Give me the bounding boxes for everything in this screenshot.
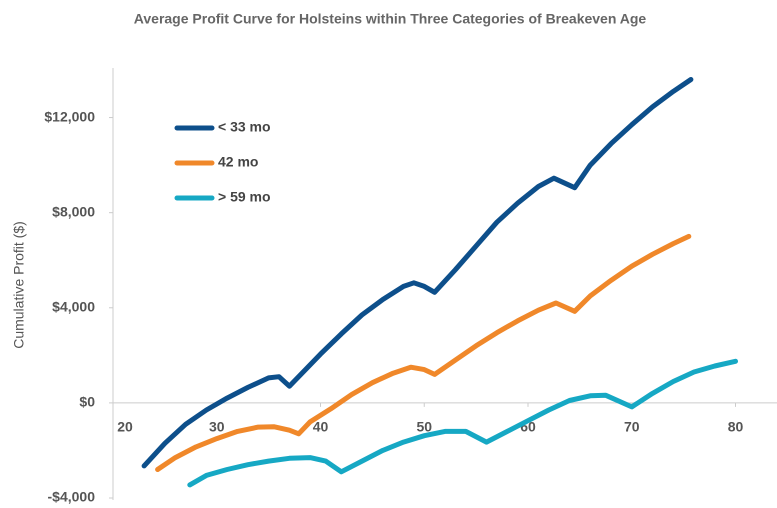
legend-label: < 33 mo	[218, 119, 271, 135]
y-tick-label: $4,000	[52, 298, 95, 314]
y-tick-label: -$4,000	[48, 489, 96, 505]
y-tick-label: $0	[79, 394, 95, 410]
x-tick-label: 40	[313, 419, 329, 435]
line-series	[141, 77, 694, 469]
x-tick-label: 80	[728, 419, 744, 435]
x-tick-label: 20	[117, 419, 133, 435]
x-tick-label: 30	[209, 419, 225, 435]
y-tick-label: $12,000	[44, 108, 95, 124]
line-series	[155, 233, 692, 472]
chart-title: Average Profit Curve for Holsteins withi…	[134, 11, 647, 27]
y-tick-label: $8,000	[52, 203, 95, 219]
x-tick-label: 70	[624, 419, 640, 435]
y-axis-label: Cumulative Profit ($)	[11, 221, 27, 349]
line-series	[187, 358, 738, 488]
legend-label: > 59 mo	[218, 189, 271, 205]
x-tick-label: 50	[416, 419, 432, 435]
legend-label: 42 mo	[218, 154, 258, 170]
